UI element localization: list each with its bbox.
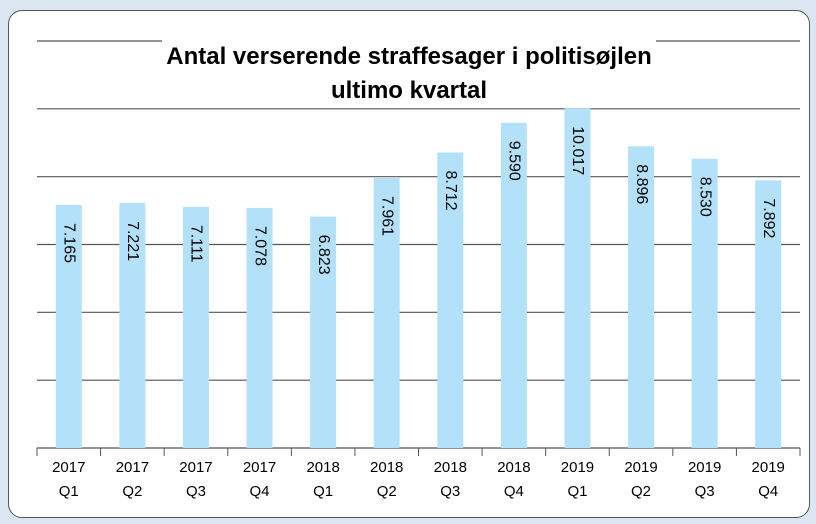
x-tick-label: 2017 Q3 [179,459,213,500]
data-label: 7.165 [61,223,78,263]
data-label: 10.017 [569,126,586,175]
data-label: 6.823 [315,235,332,275]
data-label: 9.590 [506,141,523,181]
x-tick-label: 2017 Q2 [115,459,150,500]
x-tick-label: 2019 Q3 [687,459,722,500]
x-tick-label: 2019 Q1 [560,459,595,500]
x-tick-label: 2019 Q4 [751,459,785,500]
data-label: 7.078 [251,226,268,266]
bar [246,207,273,448]
bar [373,177,400,448]
chart-title: Antal verserende straffesager i politisø… [162,40,656,108]
x-tick-label: 2018 Q4 [497,459,531,500]
data-label: 8.530 [696,177,713,217]
data-label: 7.221 [124,221,141,261]
bar [691,158,718,448]
bar [55,204,82,448]
x-tick-label: 2019 Q2 [624,459,658,500]
bar [755,180,782,449]
bar [310,216,337,448]
bar [182,206,209,448]
x-tick-label: 2017 Q4 [242,459,277,500]
bar [437,152,464,448]
bar [564,108,591,449]
x-tick-label: 2017 Q1 [52,459,86,500]
bar [119,203,146,448]
data-label: 7.892 [760,198,777,238]
data-label: 7.961 [378,196,395,236]
data-label: 8.712 [442,171,459,211]
bar [500,122,527,448]
x-tick-label: 2018 Q3 [433,459,467,500]
bar [628,146,655,448]
data-label: 7.111 [188,225,205,263]
x-tick-label: 2018 Q2 [370,459,404,500]
data-label: 8.896 [633,164,650,204]
x-tick-label: 2018 Q1 [306,459,340,500]
